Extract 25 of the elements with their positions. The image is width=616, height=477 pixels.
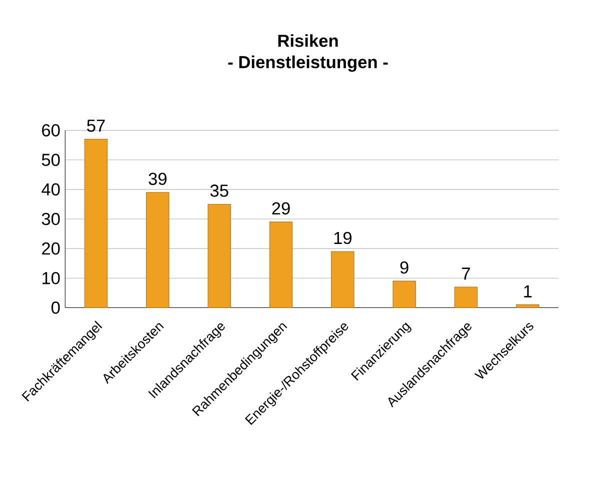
data-label: 35 (210, 184, 228, 197)
bar (146, 192, 170, 308)
y-tick-label: 30 (42, 212, 60, 226)
bar (516, 304, 540, 308)
bar (331, 251, 354, 308)
y-tick-label: 10 (42, 272, 60, 284)
bar (84, 138, 108, 308)
data-label: 29 (272, 202, 290, 215)
y-tick-label: 20 (42, 242, 60, 255)
chart-subtitle: - Dienstleistungen - (228, 56, 388, 72)
y-tick-label: 50 (42, 154, 60, 166)
y-tick-label: 0 (51, 302, 60, 314)
bar (392, 280, 416, 308)
data-label: 9 (400, 261, 408, 274)
bar (269, 222, 293, 308)
bar (208, 204, 231, 308)
y-tick-label: 60 (42, 124, 60, 136)
data-label: 57 (87, 120, 105, 132)
chart-title: Risiken (278, 34, 338, 47)
data-label: 39 (148, 172, 166, 186)
y-tick-label: 40 (42, 183, 60, 196)
bar (454, 286, 478, 308)
data-label: 1 (524, 285, 532, 298)
data-label: 7 (462, 268, 470, 280)
data-label: 19 (334, 232, 352, 244)
